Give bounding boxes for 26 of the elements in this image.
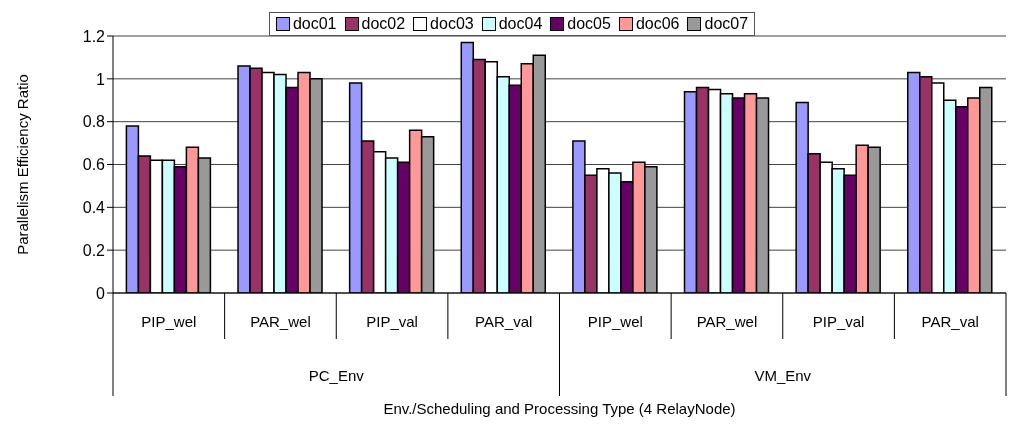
x-axis-title: Env./Scheduling and Processing Type (4 RelayNode) — [383, 400, 736, 417]
legend-label: doc03 — [429, 15, 474, 33]
y-tick-label: 0.6 — [82, 156, 106, 174]
legend-label: doc04 — [497, 15, 543, 33]
y-tick-label: 1.2 — [82, 27, 106, 45]
legend-label: doc05 — [566, 15, 611, 33]
y-axis-title: Parallelism Efficiency Ratio — [14, 74, 32, 255]
x-tick-label: PAR_val — [475, 313, 533, 330]
x-tick-label: PIP_wel — [141, 313, 197, 330]
x-tick-label: PIP_wel — [587, 313, 643, 330]
y-tick-label: 0.8 — [82, 113, 106, 131]
text: PC_Env — [308, 367, 365, 384]
y-tick-label: 0.2 — [82, 241, 106, 259]
x-tick-label: PIP_val — [812, 313, 865, 330]
x-tick-label: PAR_wel — [250, 313, 311, 330]
x-tick-label: PAR_val — [921, 313, 979, 330]
x-tick-label: PIP_val — [366, 313, 418, 330]
x-tick-label: PAR_wel — [696, 313, 758, 330]
y-tick-label: 1 — [96, 70, 106, 88]
legend-label: doc06 — [634, 15, 680, 33]
y-tick-label: 0.4 — [82, 199, 106, 217]
text: VM_Env — [754, 367, 812, 384]
y-tick-label: 0 — [96, 284, 106, 302]
legend-label: doc07 — [703, 15, 749, 33]
legend-label: doc02 — [360, 15, 406, 33]
legend-label: doc01 — [291, 15, 337, 33]
